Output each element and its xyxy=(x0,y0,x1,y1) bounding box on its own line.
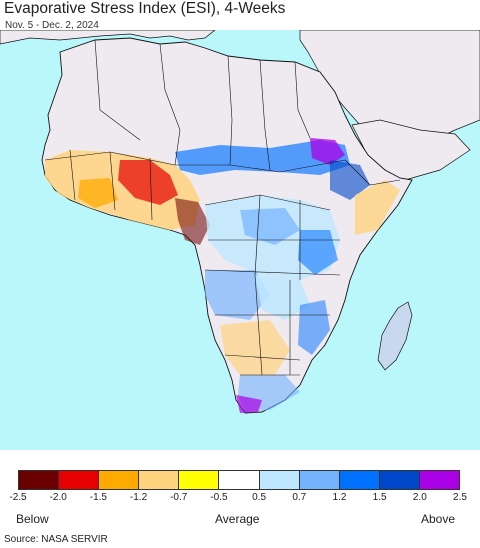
legend-tick-label: -1.2 xyxy=(129,492,148,503)
legend-tick-label: 2.0 xyxy=(412,492,427,503)
tanzania-wet xyxy=(298,230,338,275)
legend-tick-label: -0.7 xyxy=(170,492,188,503)
legend-swatch xyxy=(99,471,140,489)
legend-swatch xyxy=(259,471,300,489)
legend-average-label: Average xyxy=(215,512,260,526)
legend-tick-label: -1.5 xyxy=(89,492,107,503)
map-subtitle: Nov. 5 - Dec. 2, 2024 xyxy=(5,20,99,31)
nigeria-severe-stress xyxy=(118,160,178,205)
legend-tick-label: -2.5 xyxy=(9,492,27,503)
esi-color-scale xyxy=(18,470,460,490)
legend-swatch xyxy=(379,471,420,489)
central-africa-severe-stress xyxy=(175,198,210,245)
legend-below-label: Below xyxy=(16,512,49,526)
esi-scale-ticks: -2.5 -2.0 -1.5 -1.2 -0.7 -0.5 0.5 0.7 1.2 1.5 2.0 2… xyxy=(0,492,480,506)
africa-esi-map xyxy=(0,30,480,450)
angola-mixed xyxy=(205,270,270,320)
legend-above-label: Above xyxy=(421,512,456,526)
congo-wet-patch xyxy=(240,208,300,245)
map-title: Evaporative Stress Index (ESI), 4-Weeks xyxy=(4,0,286,17)
legend-tick-label: 2.5 xyxy=(453,492,467,503)
country-borders xyxy=(44,39,401,376)
legend-tick-label: -2.0 xyxy=(49,492,67,503)
legend-swatch xyxy=(299,471,340,489)
legend-tick-label: -0.5 xyxy=(210,492,228,503)
legend-tick-label: 1.2 xyxy=(332,492,347,503)
legend-swatch xyxy=(339,471,380,489)
legend-swatch xyxy=(59,471,100,489)
zambia-mixed xyxy=(255,275,310,320)
legend-tick-label: 0.7 xyxy=(292,492,307,503)
sahel-wet-band xyxy=(175,140,350,175)
legend-tick-label: 0.5 xyxy=(252,492,267,503)
ghana-stress xyxy=(78,178,118,208)
madagascar xyxy=(377,301,413,371)
legend-tick-label: 1.5 xyxy=(372,492,387,503)
mozambique-wet xyxy=(298,300,330,355)
legend-swatch xyxy=(219,471,260,489)
source-credit: Source: NASA SERVIR xyxy=(4,534,108,545)
legend-swatch xyxy=(419,471,460,489)
europe-landmass xyxy=(0,30,216,45)
cape-strong-wet xyxy=(236,395,262,413)
ethiopia-strong-wet xyxy=(310,138,345,165)
namibia-botswana-dry xyxy=(220,320,290,375)
legend-swatch xyxy=(179,471,220,489)
legend-swatch xyxy=(19,471,60,489)
ethiopia-wet xyxy=(330,160,370,200)
east-africa-dry xyxy=(355,180,400,235)
legend-swatch xyxy=(139,471,180,489)
